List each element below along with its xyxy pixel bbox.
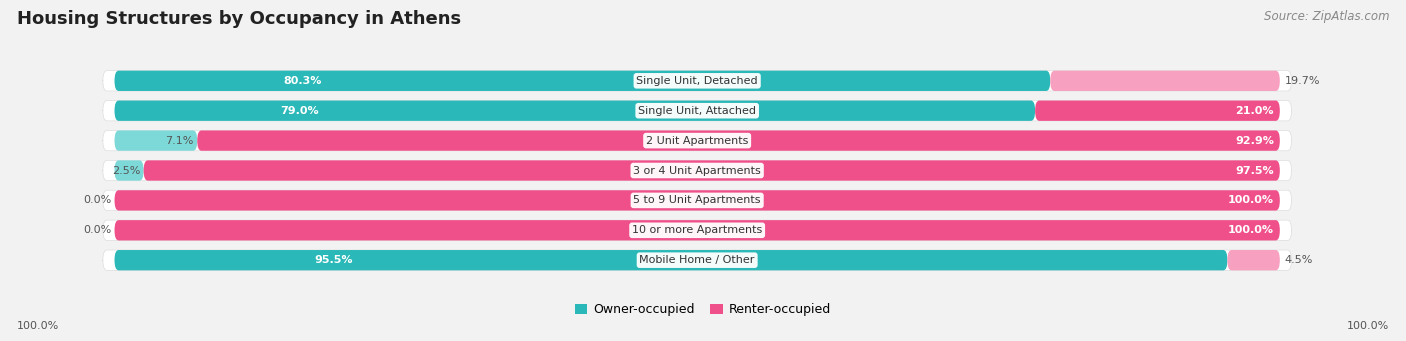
Text: 3 or 4 Unit Apartments: 3 or 4 Unit Apartments <box>633 165 761 176</box>
Text: 5 to 9 Unit Apartments: 5 to 9 Unit Apartments <box>634 195 761 205</box>
Text: 7.1%: 7.1% <box>166 136 194 146</box>
Text: 80.3%: 80.3% <box>283 76 322 86</box>
FancyBboxPatch shape <box>103 71 1292 91</box>
Text: 95.5%: 95.5% <box>315 255 353 265</box>
Text: 2 Unit Apartments: 2 Unit Apartments <box>645 136 748 146</box>
FancyBboxPatch shape <box>114 160 143 181</box>
Text: 97.5%: 97.5% <box>1236 165 1274 176</box>
Text: Source: ZipAtlas.com: Source: ZipAtlas.com <box>1264 10 1389 23</box>
Text: 0.0%: 0.0% <box>83 225 111 235</box>
FancyBboxPatch shape <box>103 220 1292 240</box>
Text: 100.0%: 100.0% <box>17 321 59 331</box>
FancyBboxPatch shape <box>103 131 1292 151</box>
FancyBboxPatch shape <box>197 131 1279 151</box>
FancyBboxPatch shape <box>114 71 1050 91</box>
Text: 79.0%: 79.0% <box>280 106 319 116</box>
Text: Housing Structures by Occupancy in Athens: Housing Structures by Occupancy in Athen… <box>17 10 461 28</box>
FancyBboxPatch shape <box>1227 250 1279 270</box>
Text: Single Unit, Attached: Single Unit, Attached <box>638 106 756 116</box>
Text: 2.5%: 2.5% <box>111 165 141 176</box>
FancyBboxPatch shape <box>114 101 1035 121</box>
Legend: Owner-occupied, Renter-occupied: Owner-occupied, Renter-occupied <box>569 298 837 321</box>
Text: 0.0%: 0.0% <box>83 195 111 205</box>
FancyBboxPatch shape <box>103 190 1292 210</box>
Text: 100.0%: 100.0% <box>1227 225 1274 235</box>
Text: 92.9%: 92.9% <box>1234 136 1274 146</box>
FancyBboxPatch shape <box>114 131 197 151</box>
FancyBboxPatch shape <box>114 220 1279 240</box>
Text: 100.0%: 100.0% <box>1227 195 1274 205</box>
FancyBboxPatch shape <box>103 101 1292 121</box>
FancyBboxPatch shape <box>143 160 1279 181</box>
Text: 4.5%: 4.5% <box>1285 255 1313 265</box>
Text: 100.0%: 100.0% <box>1347 321 1389 331</box>
FancyBboxPatch shape <box>103 250 1292 270</box>
FancyBboxPatch shape <box>103 160 1292 181</box>
FancyBboxPatch shape <box>1050 71 1279 91</box>
Text: 10 or more Apartments: 10 or more Apartments <box>633 225 762 235</box>
Text: Single Unit, Detached: Single Unit, Detached <box>637 76 758 86</box>
Text: 21.0%: 21.0% <box>1236 106 1274 116</box>
FancyBboxPatch shape <box>1035 101 1279 121</box>
Text: 19.7%: 19.7% <box>1285 76 1320 86</box>
FancyBboxPatch shape <box>114 190 1279 210</box>
FancyBboxPatch shape <box>114 250 1227 270</box>
Text: Mobile Home / Other: Mobile Home / Other <box>640 255 755 265</box>
